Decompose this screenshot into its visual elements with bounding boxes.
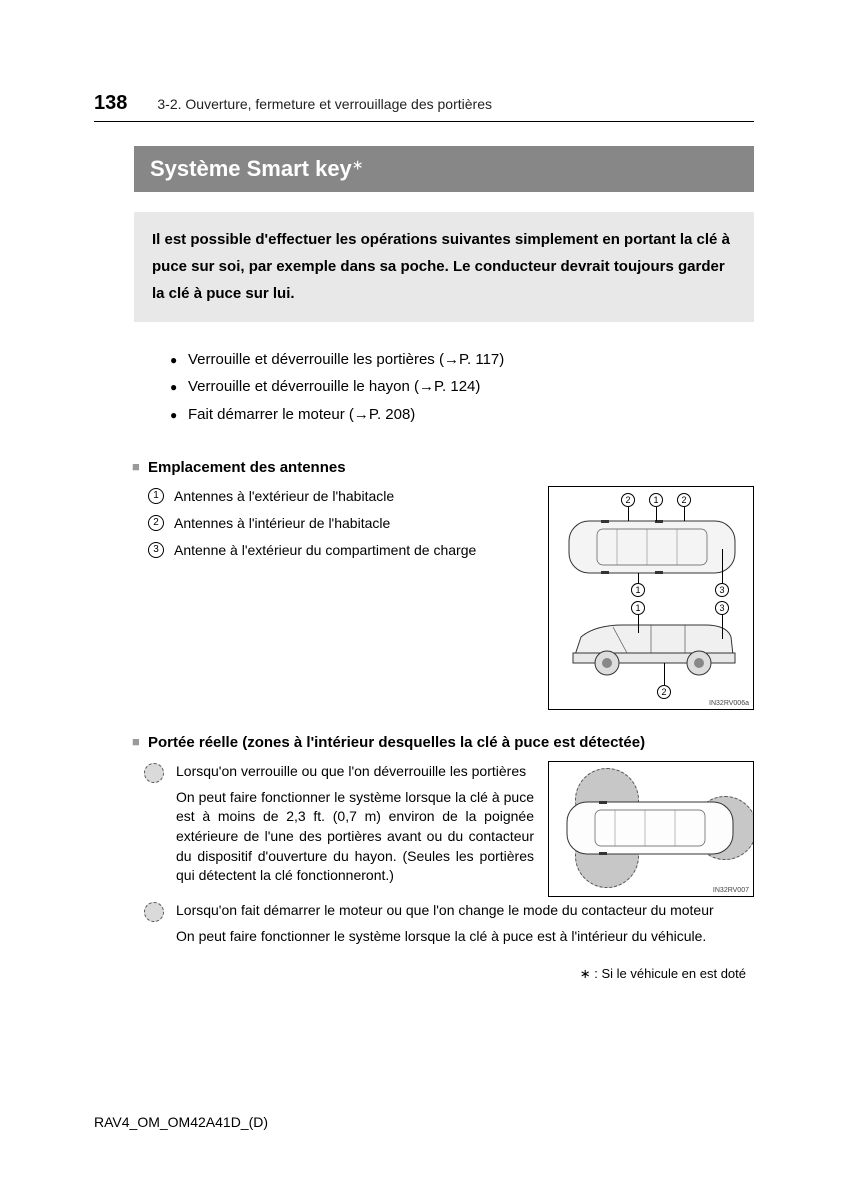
detection-zone-icon <box>144 763 164 783</box>
callout-icon: 1 <box>649 493 663 507</box>
circle-number-icon: 3 <box>148 542 164 558</box>
antenna-title: Emplacement des antennes <box>134 459 754 476</box>
diagram-code: IN32RV006a <box>709 700 749 707</box>
callout-icon: 1 <box>631 601 645 615</box>
range-title: Portée réelle (zones à l'intérieur desqu… <box>134 734 754 751</box>
circle-number-icon: 2 <box>148 515 164 531</box>
antenna-text: Antennes à l'extérieur de l'habitacle <box>174 486 394 507</box>
range-row-1: Lorsqu'on verrouille ou que l'on déverro… <box>134 761 754 900</box>
callout-line <box>664 663 665 685</box>
diagram-code: IN32RV007 <box>713 887 749 894</box>
antenna-diagram-col: 2 1 2 1 3 <box>548 486 754 710</box>
callout-icon: 2 <box>657 685 671 699</box>
antenna-text: Antennes à l'intérieur de l'habitacle <box>174 513 390 534</box>
range-body: On peut faire fonctionner le système lor… <box>176 788 534 886</box>
callout-line <box>722 615 723 639</box>
antenna-diagram: 2 1 2 1 3 <box>548 486 754 710</box>
callout-icon: 2 <box>621 493 635 507</box>
bullet-item: Verrouille et déverrouille les portières… <box>170 346 754 374</box>
callout-icon: 3 <box>715 601 729 615</box>
callout-icon: 1 <box>631 583 645 597</box>
antenna-item: 3 Antenne à l'extérieur du compartiment … <box>134 540 534 561</box>
callout-icon: 3 <box>715 583 729 597</box>
vehicle-top-view-icon <box>565 796 735 860</box>
callout-icon: 2 <box>677 493 691 507</box>
range-item: Lorsqu'on verrouille ou que l'on déverro… <box>134 761 534 886</box>
range-diagram-col: IN32RV007 <box>548 761 754 900</box>
circle-number-icon: 1 <box>148 488 164 504</box>
page-title: Système Smart key <box>150 156 352 181</box>
page-content: 138 3-2. Ouverture, fermeture et verroui… <box>0 0 848 982</box>
footer-code: RAV4_OM_OM42A41D_(D) <box>94 1114 268 1130</box>
title-bar: Système Smart key∗ <box>134 146 754 192</box>
antenna-item: 1 Antennes à l'extérieur de l'habitacle <box>134 486 534 507</box>
bullet-item: Verrouille et déverrouille le hayon (→P.… <box>170 373 754 401</box>
range-content: Lorsqu'on verrouille ou que l'on déverro… <box>176 761 534 886</box>
range-left: Lorsqu'on verrouille ou que l'on déverro… <box>134 761 534 900</box>
callout-line <box>638 573 639 583</box>
title-asterisk: ∗ <box>352 157 364 173</box>
section-label: 3-2. Ouverture, fermeture et verrouillag… <box>157 96 492 112</box>
callout-line <box>656 507 657 521</box>
detection-zone-icon <box>144 902 164 922</box>
callout-line <box>638 615 639 633</box>
page-number: 138 <box>94 92 127 115</box>
vehicle-top-view-icon <box>567 515 737 579</box>
bullet-list: Verrouille et déverrouille les portières… <box>170 346 754 429</box>
range-heading: Lorsqu'on verrouille ou que l'on déverro… <box>176 761 534 782</box>
range-heading: Lorsqu'on fait démarrer le moteur ou que… <box>176 900 754 921</box>
antenna-list: 1 Antennes à l'extérieur de l'habitacle … <box>134 486 534 710</box>
callout-line <box>684 507 685 521</box>
intro-box: Il est possible d'effectuer les opératio… <box>134 212 754 322</box>
range-section: Portée réelle (zones à l'intérieur desqu… <box>134 734 754 983</box>
antenna-text: Antenne à l'extérieur du compartiment de… <box>174 540 476 561</box>
range-item: Lorsqu'on fait démarrer le moteur ou que… <box>134 900 754 947</box>
range-diagram: IN32RV007 <box>548 761 754 897</box>
callout-line <box>722 549 723 583</box>
antenna-columns: 1 Antennes à l'extérieur de l'habitacle … <box>134 486 754 710</box>
bullet-item: Fait démarrer le moteur (→P. 208) <box>170 401 754 429</box>
footnote: ∗ : Si le véhicule en est doté <box>134 966 754 982</box>
antenna-section: Emplacement des antennes 1 Antennes à l'… <box>134 459 754 710</box>
antenna-item: 2 Antennes à l'intérieur de l'habitacle <box>134 513 534 534</box>
intro-text: Il est possible d'effectuer les opératio… <box>152 231 730 302</box>
page-header: 138 3-2. Ouverture, fermeture et verroui… <box>94 92 754 122</box>
callout-line <box>628 507 629 521</box>
vehicle-side-view-icon <box>567 617 737 679</box>
range-body: On peut faire fonctionner le système lor… <box>176 927 754 947</box>
range-content: Lorsqu'on fait démarrer le moteur ou que… <box>176 900 754 947</box>
